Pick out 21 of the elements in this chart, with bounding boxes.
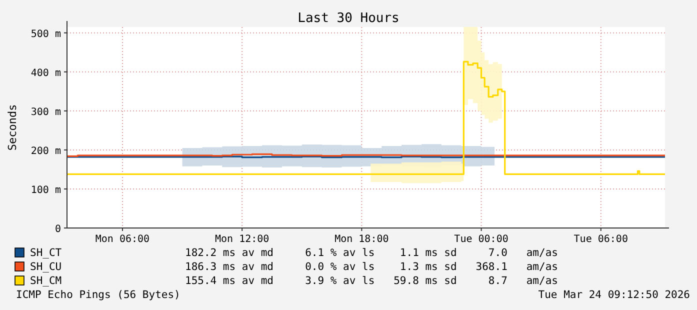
- text: Tue Mar 24 09:12:50 2026: [538, 289, 690, 301]
- legend-label: SH_CU: [30, 261, 62, 273]
- text: 155.4 ms av md 3.9 % av ls 59.8 ms sd 8.7 am/as: [185, 275, 558, 287]
- text: ICMP Echo Pings (56 Bytes): [16, 289, 180, 301]
- text: 182.2 ms av md 6.1 % av ls 1.1 ms sd 7.0 am/as: [185, 247, 558, 259]
- y-tick-label: 400 m: [30, 68, 61, 79]
- y-tick-label: 200 m: [30, 146, 61, 157]
- y-tick-label: 500 m: [30, 28, 61, 40]
- y-tick-label: 100 m: [30, 184, 61, 196]
- x-tick-label: Mon 12:00: [214, 234, 270, 245]
- x-tick-label: Mon 18:00: [334, 234, 389, 245]
- y-tick-label: 300 m: [30, 106, 61, 118]
- x-tick-label: Tue 06:00: [574, 234, 628, 245]
- x-tick-label: Mon 06:00: [95, 234, 150, 245]
- legend-label: SH_CT: [30, 247, 62, 259]
- y-axis-title: Seconds: [6, 104, 19, 151]
- y-tick-label: 0: [54, 224, 61, 235]
- legend-label: SH_CM: [30, 275, 62, 287]
- chart-title: Last 30 Hours: [298, 11, 400, 26]
- text: 186.3 ms av md 0.0 % av ls 1.3 ms sd 368.1 am/as: [185, 261, 558, 273]
- x-tick-label: Tue 00:00: [454, 234, 508, 245]
